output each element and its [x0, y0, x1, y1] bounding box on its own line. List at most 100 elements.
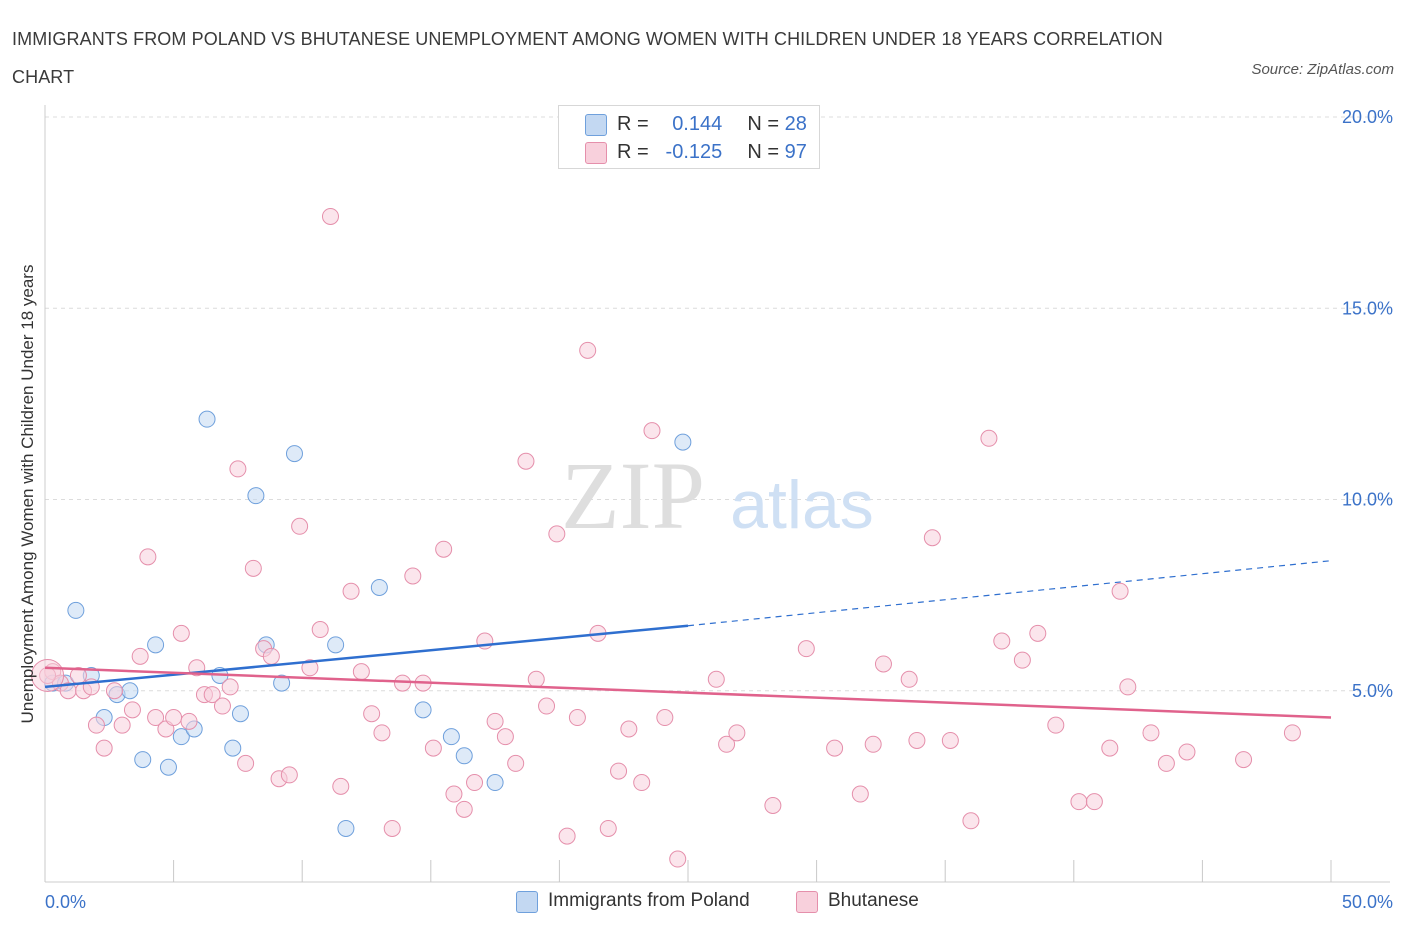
- watermark: ZIP atlas: [561, 442, 874, 549]
- trend-line-poland-extension: [687, 560, 1332, 627]
- chart-title: IMMIGRANTS FROM POLAND VS BHUTANESE UNEM…: [12, 29, 1163, 87]
- poland-point: [486, 774, 504, 792]
- bhutanese-point: [656, 709, 674, 727]
- poland-point: [285, 445, 303, 463]
- bhutanese-point: [538, 697, 556, 715]
- bhutanese-point: [620, 720, 638, 738]
- bhutanese-point: [851, 785, 869, 803]
- bhutanese-point: [172, 624, 190, 642]
- bhutanese-point: [568, 709, 586, 727]
- bhutanese-point: [707, 670, 725, 688]
- bhutanese-point: [291, 517, 309, 535]
- trend-lines: [44, 560, 1332, 719]
- grid-lines: [45, 116, 1390, 692]
- bhutanese-point: [517, 452, 535, 470]
- y-axis-label: Unemployment Among Women with Children U…: [18, 265, 37, 724]
- poland-point: [327, 636, 345, 654]
- bhutanese-point: [633, 774, 651, 792]
- legend-swatch-poland: [585, 114, 607, 136]
- bhutanese-point: [558, 827, 576, 845]
- bhutanese-point: [900, 670, 918, 688]
- bhutanese-point: [548, 525, 566, 543]
- bhutanese-point: [95, 739, 113, 757]
- bhutanese-point: [1119, 678, 1137, 696]
- bhutanese-point: [941, 731, 959, 749]
- watermark-atlas: atlas: [730, 467, 874, 543]
- bhutanese-point: [311, 621, 329, 639]
- bhutanese-point: [1157, 754, 1175, 772]
- bhutanese-point: [527, 670, 545, 688]
- bhutanese-point: [1178, 743, 1196, 761]
- bhutanese-point: [1111, 582, 1129, 600]
- bhutanese-point: [718, 735, 736, 753]
- legend-n-label: N =: [747, 113, 780, 135]
- bhutanese-point: [321, 207, 339, 225]
- correlation-legend: R = 0.144 N = 28 R = -0.125 N = 97: [558, 105, 820, 169]
- poland-point: [121, 682, 139, 700]
- bhutanese-point: [1047, 716, 1065, 734]
- bhutanese-point: [980, 429, 998, 447]
- bhutanese-point: [599, 819, 617, 837]
- tick-labels: 5.0% 10.0% 15.0% 20.0% 0.0% 50.0%: [45, 107, 1393, 912]
- bhutanese-point: [728, 724, 746, 742]
- x-tick-label: 0.0%: [45, 892, 86, 912]
- poland-point: [134, 751, 152, 769]
- bhutanese-point: [203, 686, 221, 704]
- bhutanese-point: [383, 819, 401, 837]
- poland-point: [231, 705, 249, 723]
- poland-point: [414, 701, 432, 719]
- bhutanese-point: [424, 739, 442, 757]
- bhutanese-point: [579, 341, 597, 359]
- bhutanese-point: [962, 812, 980, 830]
- legend-label-bhutanese: Bhutanese: [828, 890, 919, 911]
- y-tick-label: 10.0%: [1342, 490, 1393, 510]
- bhutanese-point: [147, 709, 165, 727]
- trend-line-bhutanese: [44, 666, 1332, 719]
- bhutanese-point: [1085, 793, 1103, 811]
- bhutanese-point: [1283, 724, 1301, 742]
- trend-line-poland: [44, 624, 689, 689]
- bhutanese-point: [332, 777, 350, 795]
- poland-point: [224, 739, 242, 757]
- axes: [44, 105, 1390, 883]
- bhutanese-point: [864, 735, 882, 753]
- legend-swatch-bhutanese: [585, 142, 607, 164]
- bhutanese-point: [486, 712, 504, 730]
- bhutanese-point: [610, 762, 628, 780]
- y-tick-label: 15.0%: [1342, 298, 1393, 318]
- bhutanese-point: [180, 712, 198, 730]
- poland-point: [147, 636, 165, 654]
- bhutanese-point: [923, 529, 941, 547]
- bhutanese-point: [1070, 793, 1088, 811]
- bhutanese-point: [113, 716, 131, 734]
- bhutanese-point: [874, 655, 892, 673]
- bhutanese-point: [1101, 739, 1119, 757]
- x-tick-label: 50.0%: [1342, 892, 1393, 912]
- bhutanese-point: [908, 731, 926, 749]
- bhutanese-point: [404, 567, 422, 585]
- bhutanese-point: [993, 632, 1011, 650]
- bhutanese-point: [352, 663, 370, 681]
- legend-label-poland: Immigrants from Poland: [548, 890, 750, 911]
- bhutanese-point: [466, 774, 484, 792]
- legend-r-label: R =: [617, 113, 649, 135]
- bhutanese-point: [165, 709, 183, 727]
- bhutanese-point: [643, 422, 661, 440]
- bhutanese-point: [1029, 624, 1047, 642]
- bhutanese-point: [435, 540, 453, 558]
- bhutanese-point: [221, 678, 239, 696]
- bhutanese-point: [87, 716, 105, 734]
- y-tick-label: 20.0%: [1342, 107, 1393, 127]
- legend-n-value-poland: 28: [784, 113, 807, 135]
- poland-point: [172, 728, 190, 746]
- bhutanese-point: [669, 850, 687, 868]
- bhutanese-point: [213, 697, 231, 715]
- poland-point: [67, 601, 85, 619]
- bhutanese-point: [363, 705, 381, 723]
- poland-point: [370, 578, 388, 596]
- poland-point: [674, 433, 692, 451]
- bhutanese-point: [1235, 751, 1253, 769]
- poland-point: [442, 728, 460, 746]
- bhutanese-point: [455, 800, 473, 818]
